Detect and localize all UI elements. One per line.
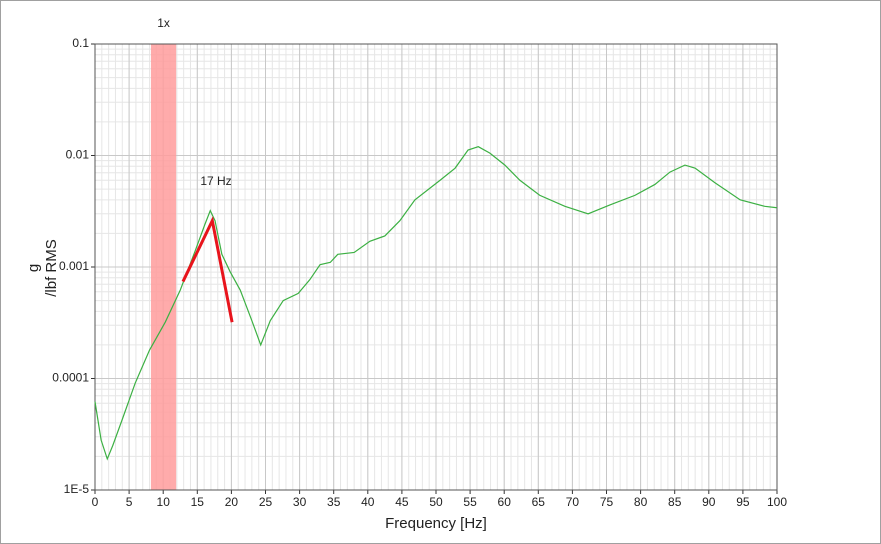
- x-tick-label: 15: [191, 495, 205, 509]
- x-tick-label: 70: [566, 495, 580, 509]
- plot-border: [94, 43, 778, 491]
- band: [150, 44, 177, 490]
- x-tick-label: 25: [259, 495, 273, 509]
- x-tick-label: 45: [395, 495, 409, 509]
- x-tick-label: 65: [532, 495, 546, 509]
- band-label: 1x: [157, 16, 170, 30]
- x-tick-label: 30: [293, 495, 307, 509]
- y-tick-label: 0.001: [59, 259, 89, 273]
- x-tick-label: 90: [702, 495, 716, 509]
- x-tick-label: 95: [736, 495, 750, 509]
- x-axis-label: Frequency [Hz]: [385, 515, 487, 532]
- y-tick-label: 0.01: [66, 148, 90, 162]
- x-tick-label: 60: [498, 495, 512, 509]
- y-tick-label: 0.1: [72, 36, 89, 50]
- x-tick-label: 20: [225, 495, 239, 509]
- x-tick-label: 50: [429, 495, 443, 509]
- y-axis-label: /lbf RMS: [43, 239, 60, 297]
- y-tick-label: 0.0001: [52, 371, 89, 385]
- x-tick-label: 5: [126, 495, 133, 509]
- x-tick-label: 40: [361, 495, 375, 509]
- x-tick-label: 80: [634, 495, 648, 509]
- response-line: [94, 146, 778, 461]
- x-tick-label: 35: [327, 495, 341, 509]
- x-tick-label: 10: [157, 495, 171, 509]
- annotation-line: [181, 216, 234, 323]
- annotation: 17 Hz: [200, 174, 231, 188]
- x-tick-label: 75: [600, 495, 614, 509]
- y-tick-label: 1E-5: [64, 482, 90, 496]
- x-tick-label: 0: [92, 495, 99, 509]
- x-tick-label: 100: [767, 495, 787, 509]
- x-tick-label: 85: [668, 495, 682, 509]
- y-axis-label: g: [25, 264, 42, 272]
- x-tick-label: 55: [463, 495, 477, 509]
